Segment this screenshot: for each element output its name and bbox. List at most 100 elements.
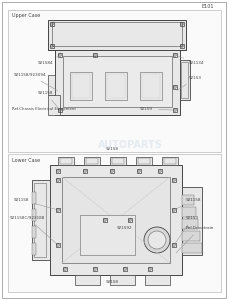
Bar bbox=[110, 157, 126, 165]
Bar bbox=[138, 158, 150, 164]
Bar bbox=[62, 177, 170, 263]
Text: Ref.Drivetrain: Ref.Drivetrain bbox=[176, 226, 214, 253]
Bar bbox=[50, 165, 182, 275]
Bar bbox=[93, 53, 97, 57]
Text: Upper Case: Upper Case bbox=[12, 14, 40, 19]
Bar bbox=[56, 169, 60, 173]
Ellipse shape bbox=[151, 28, 167, 42]
Bar bbox=[145, 275, 170, 285]
Text: 92158: 92158 bbox=[106, 147, 118, 151]
Text: 921158C/923188: 921158C/923188 bbox=[10, 216, 56, 243]
Bar bbox=[70, 72, 92, 100]
Ellipse shape bbox=[82, 25, 104, 45]
Text: 921134: 921134 bbox=[178, 56, 204, 65]
Bar bbox=[137, 169, 141, 173]
Text: E101: E101 bbox=[201, 4, 213, 10]
Bar bbox=[123, 267, 127, 271]
Bar bbox=[140, 72, 162, 100]
Bar bbox=[83, 169, 87, 173]
Bar bbox=[164, 158, 176, 164]
Bar bbox=[182, 187, 202, 255]
Bar bbox=[180, 60, 190, 100]
Circle shape bbox=[144, 227, 170, 253]
Bar bbox=[32, 180, 50, 260]
Bar bbox=[181, 62, 188, 98]
Bar bbox=[84, 157, 100, 165]
Circle shape bbox=[148, 231, 166, 249]
Text: 921158: 921158 bbox=[14, 198, 55, 209]
Bar bbox=[34, 183, 46, 257]
Text: 921592: 921592 bbox=[117, 220, 133, 230]
Bar bbox=[48, 95, 60, 115]
Bar bbox=[50, 22, 54, 26]
Ellipse shape bbox=[85, 28, 101, 42]
Bar bbox=[80, 215, 135, 255]
Bar bbox=[93, 267, 97, 271]
Bar bbox=[58, 157, 74, 165]
Bar bbox=[136, 157, 152, 165]
Ellipse shape bbox=[52, 28, 68, 42]
Bar bbox=[162, 157, 178, 165]
Ellipse shape bbox=[118, 28, 134, 42]
Bar bbox=[72, 74, 90, 98]
Text: 921584: 921584 bbox=[38, 56, 57, 65]
Bar bbox=[110, 275, 135, 285]
Bar bbox=[63, 56, 172, 107]
Bar bbox=[8, 10, 221, 152]
Ellipse shape bbox=[49, 25, 71, 45]
Text: 92159: 92159 bbox=[140, 107, 172, 111]
Text: 92158: 92158 bbox=[106, 280, 118, 284]
Text: 921158/923094: 921158/923094 bbox=[14, 73, 57, 91]
Bar bbox=[148, 267, 152, 271]
Bar bbox=[180, 44, 184, 48]
Bar bbox=[158, 169, 162, 173]
Bar bbox=[172, 178, 176, 182]
Text: 92153: 92153 bbox=[177, 76, 202, 90]
Text: AUTOPARTS: AUTOPARTS bbox=[98, 140, 162, 150]
Bar bbox=[56, 243, 60, 247]
Text: 921158: 921158 bbox=[38, 91, 58, 108]
Bar bbox=[182, 207, 196, 217]
Bar bbox=[182, 195, 194, 205]
Text: 92153: 92153 bbox=[176, 216, 199, 243]
Bar bbox=[58, 53, 62, 57]
Text: Ref.Chassis Electrical Equipment: Ref.Chassis Electrical Equipment bbox=[12, 107, 76, 111]
Bar bbox=[55, 50, 180, 115]
Bar bbox=[86, 158, 98, 164]
Text: 921158: 921158 bbox=[177, 198, 202, 209]
Bar bbox=[173, 53, 177, 57]
Bar bbox=[52, 22, 182, 46]
Bar bbox=[128, 218, 132, 222]
Bar bbox=[32, 226, 36, 238]
Bar bbox=[56, 178, 60, 182]
Ellipse shape bbox=[115, 25, 137, 45]
Bar bbox=[48, 20, 186, 50]
Bar bbox=[110, 169, 114, 173]
Bar bbox=[8, 154, 221, 292]
Bar bbox=[173, 85, 177, 89]
Bar bbox=[172, 208, 176, 212]
Bar bbox=[182, 219, 198, 229]
Bar bbox=[63, 267, 67, 271]
Bar bbox=[48, 75, 55, 95]
Bar bbox=[50, 44, 54, 48]
Bar bbox=[103, 218, 107, 222]
Bar bbox=[142, 74, 160, 98]
Bar bbox=[112, 158, 124, 164]
Bar bbox=[32, 192, 36, 204]
Bar bbox=[60, 158, 72, 164]
Bar bbox=[180, 22, 184, 26]
Bar bbox=[32, 209, 36, 221]
Bar bbox=[182, 243, 202, 253]
Bar bbox=[56, 208, 60, 212]
Bar bbox=[182, 231, 200, 241]
Bar bbox=[58, 108, 62, 112]
Bar bbox=[107, 74, 125, 98]
Bar bbox=[32, 243, 36, 255]
Bar bbox=[75, 275, 100, 285]
Text: Lower Case: Lower Case bbox=[12, 158, 40, 163]
Bar bbox=[173, 108, 177, 112]
Bar bbox=[172, 243, 176, 247]
Ellipse shape bbox=[148, 25, 170, 45]
Bar bbox=[105, 72, 127, 100]
